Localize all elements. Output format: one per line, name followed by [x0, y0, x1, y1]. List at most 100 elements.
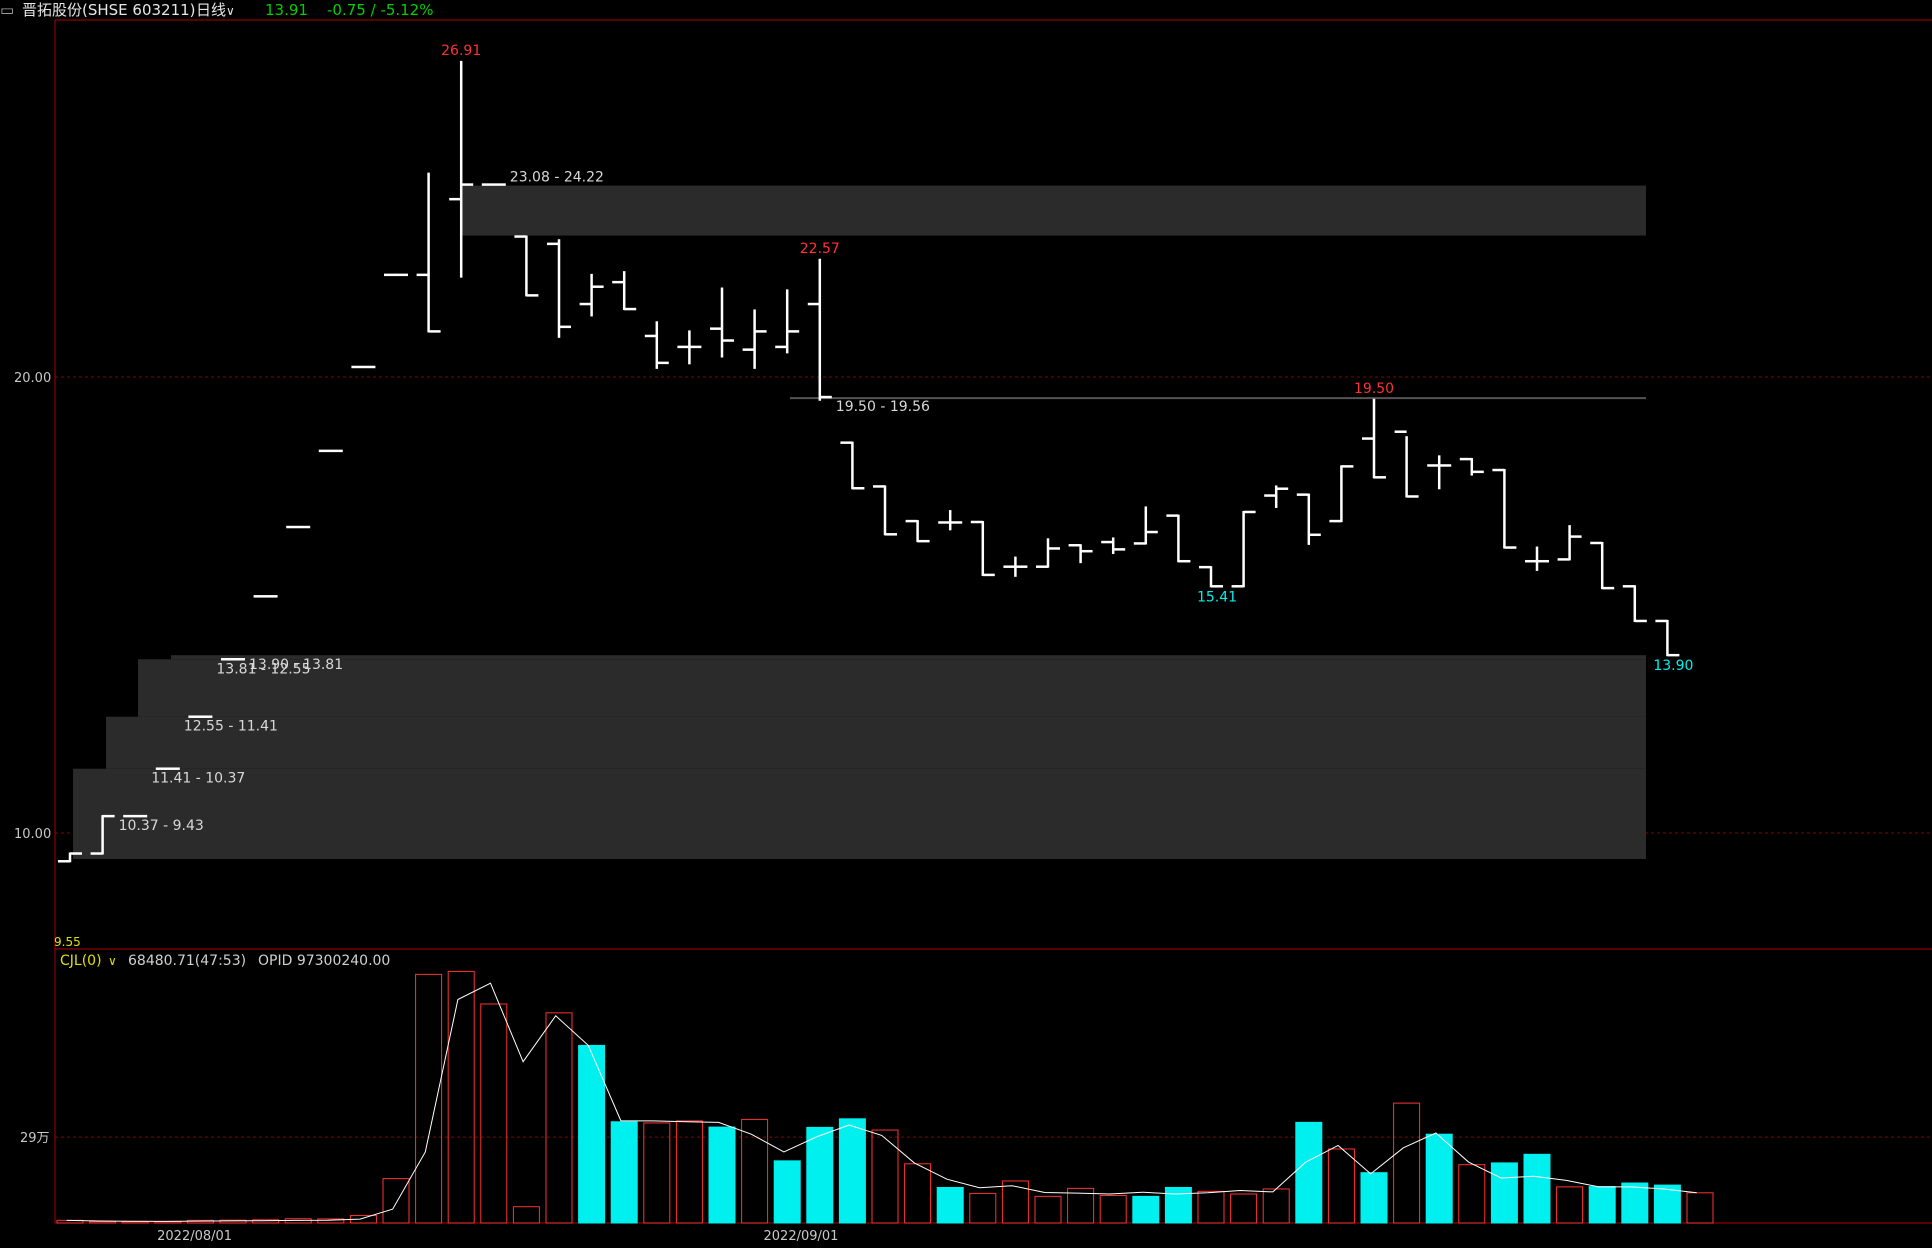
volume-bar[interactable]: [1556, 1186, 1584, 1224]
chevron-down-icon[interactable]: ∨: [108, 954, 117, 968]
ohlc-bar[interactable]: [644, 321, 669, 369]
volume-bar[interactable]: [1621, 1182, 1649, 1224]
volume-bar[interactable]: [1164, 1186, 1192, 1224]
volume-bar[interactable]: [1523, 1153, 1551, 1224]
volume-bar[interactable]: [578, 1044, 606, 1224]
volume-bar[interactable]: [1132, 1195, 1160, 1224]
volume-bar[interactable]: [1001, 1180, 1029, 1224]
ohlc-bar[interactable]: [1199, 565, 1223, 588]
ohlc-bar[interactable]: [1296, 493, 1321, 545]
volume-bar[interactable]: [773, 1160, 801, 1224]
ohlc-bar[interactable]: [123, 814, 148, 818]
volume-bar[interactable]: [1327, 1148, 1355, 1224]
ohlc-bar[interactable]: [90, 814, 115, 855]
ohlc-bar[interactable]: [612, 271, 637, 311]
ohlc-bar[interactable]: [514, 235, 539, 297]
volume-bar[interactable]: [447, 970, 475, 1224]
ohlc-bar[interactable]: [58, 852, 82, 863]
volume-bar[interactable]: [936, 1186, 964, 1224]
ohlc-bar[interactable]: [742, 309, 767, 369]
ohlc-bar[interactable]: [1622, 585, 1647, 623]
volume-bar[interactable]: [806, 1126, 834, 1224]
volume-bar[interactable]: [838, 1118, 866, 1224]
ohlc-bar[interactable]: [938, 510, 963, 531]
window-grip-icon[interactable]: ▭: [0, 1, 15, 19]
volume-bar[interactable]: [545, 1012, 573, 1224]
ohlc-bar[interactable]: [384, 273, 408, 277]
ohlc-bar[interactable]: [1264, 485, 1289, 508]
ohlc-bar[interactable]: [188, 715, 213, 718]
volume-bar[interactable]: [969, 1192, 997, 1224]
ohlc-bar[interactable]: [1003, 556, 1028, 577]
ohlc-bar[interactable]: [677, 330, 702, 365]
volume-bar[interactable]: [512, 1206, 540, 1224]
ohlc-bar[interactable]: [253, 595, 278, 598]
volume-bar[interactable]: [480, 1003, 508, 1224]
ohlc-bar[interactable]: [1329, 465, 1354, 523]
stock-name[interactable]: 晋拓股份(SHSE 603211): [22, 1, 196, 19]
volume-bar[interactable]: [89, 1221, 117, 1224]
volume-bar[interactable]: [1588, 1186, 1616, 1224]
volume-bar[interactable]: [1067, 1187, 1095, 1224]
ohlc-bar[interactable]: [1133, 506, 1158, 545]
volume-bar[interactable]: [382, 1178, 410, 1224]
ohlc-bar[interactable]: [1036, 538, 1060, 568]
volume-bar[interactable]: [1295, 1121, 1323, 1224]
indicator-name[interactable]: CJL(0): [60, 953, 102, 969]
volume-bar[interactable]: [252, 1219, 280, 1224]
ohlc-bar[interactable]: [1231, 510, 1256, 588]
volume-bar[interactable]: [219, 1219, 247, 1224]
volume-bar[interactable]: [1360, 1172, 1388, 1224]
volume-bar[interactable]: [1197, 1190, 1225, 1224]
volume-bar[interactable]: [643, 1122, 671, 1224]
ohlc-bar[interactable]: [286, 525, 311, 529]
ohlc-bar[interactable]: [579, 273, 604, 317]
ohlc-bar[interactable]: [1590, 541, 1615, 590]
ohlc-bar[interactable]: [1525, 546, 1549, 571]
volume-bar[interactable]: [1458, 1164, 1486, 1224]
volume-bar[interactable]: [904, 1163, 932, 1224]
volume-bar[interactable]: [1425, 1133, 1453, 1224]
ohlc-bar[interactable]: [873, 485, 897, 536]
ohlc-bar[interactable]: [351, 365, 376, 369]
ohlc-bar[interactable]: [547, 239, 571, 338]
ohlc-bar[interactable]: [1427, 455, 1452, 490]
volume-bar[interactable]: [610, 1121, 638, 1224]
ohlc-bar[interactable]: [1557, 525, 1582, 561]
volume-bar[interactable]: [121, 1221, 149, 1224]
ohlc-bar[interactable]: [221, 658, 245, 661]
volume-bar[interactable]: [317, 1218, 345, 1224]
ohlc-bar[interactable]: [1655, 619, 1680, 657]
ohlc-bar[interactable]: [481, 183, 506, 186]
volume-bar[interactable]: [1099, 1194, 1127, 1224]
volume-bar[interactable]: [1230, 1193, 1258, 1224]
ohlc-bar[interactable]: [1459, 457, 1484, 476]
ohlc-bar[interactable]: [318, 449, 343, 453]
ohlc-bar[interactable]: [1166, 514, 1191, 563]
ohlc-bar[interactable]: [775, 289, 800, 354]
ohlc-bar[interactable]: [449, 60, 474, 278]
ohlc-bar[interactable]: [905, 519, 930, 543]
ohlc-bar[interactable]: [840, 441, 865, 490]
volume-bar[interactable]: [675, 1120, 703, 1224]
ohlc-bar[interactable]: [1068, 544, 1093, 564]
ohlc-bar[interactable]: [155, 767, 180, 770]
volume-bars[interactable]: [56, 970, 1714, 1224]
volume-bar[interactable]: [871, 1129, 899, 1224]
volume-bar[interactable]: [415, 973, 443, 1224]
volume-bar[interactable]: [1686, 1192, 1714, 1224]
ohlc-bar[interactable]: [807, 258, 832, 401]
ohlc-bar[interactable]: [1101, 537, 1126, 555]
volume-bar[interactable]: [1034, 1195, 1062, 1224]
volume-bar[interactable]: [1653, 1184, 1681, 1224]
price-bars[interactable]: [58, 60, 1680, 863]
ohlc-bar[interactable]: [710, 287, 734, 358]
ohlc-bar[interactable]: [416, 172, 441, 333]
volume-bar[interactable]: [1393, 1102, 1421, 1224]
ohlc-bar[interactable]: [1394, 430, 1419, 498]
ohlc-bar[interactable]: [970, 520, 995, 577]
volume-bar[interactable]: [1490, 1162, 1518, 1224]
volume-bar[interactable]: [741, 1118, 769, 1224]
period-selector[interactable]: 日线∨: [196, 0, 235, 21]
